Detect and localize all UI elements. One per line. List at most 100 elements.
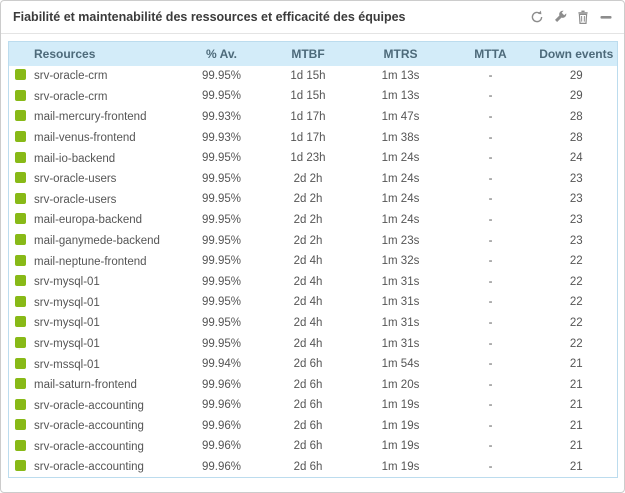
mtrs-value: 1m 19s [355,415,446,437]
down-events-value: 22 [535,271,618,293]
resource-name[interactable]: mail-io-backend [34,152,116,165]
availability-value: 99.95% [182,86,261,107]
status-ok-square-icon [15,378,26,390]
resource-name[interactable]: srv-oracle-crm [34,70,108,83]
mtta-value: - [445,436,536,457]
mtta-value: - [445,250,536,272]
column-header-down-events[interactable]: Down events [535,41,618,66]
availability-value: 99.96% [182,456,261,478]
status-ok-square-icon [15,439,26,451]
mtrs-value: 1m 24s [355,189,446,210]
availability-value: 99.96% [182,415,261,437]
mtbf-value: 2d 4h [260,271,356,293]
status-ok-square-icon [15,357,26,369]
mtta-value: - [445,147,536,169]
table-row[interactable]: srv-oracle-accounting 99.96% 2d 6h 1m 19… [8,395,618,416]
resource-name[interactable]: srv-mssql-01 [34,358,100,371]
mtta-value: - [445,456,536,478]
table-row[interactable]: mail-venus-frontend 99.93% 1d 17h 1m 38s… [8,127,618,148]
column-header-mtrs[interactable]: MTRS [355,41,446,66]
resource-name[interactable]: mail-saturn-frontend [34,379,137,392]
table-row[interactable]: mail-neptune-frontend 99.95% 2d 4h 1m 32… [8,250,618,272]
resource-name[interactable]: srv-oracle-accounting [34,440,144,453]
resource-name[interactable]: srv-mysql-01 [34,317,100,330]
table-row[interactable]: srv-oracle-users 99.95% 2d 2h 1m 24s - 2… [8,189,618,210]
resource-name[interactable]: srv-oracle-accounting [34,399,144,412]
table-row[interactable]: srv-oracle-users 99.95% 2d 2h 1m 24s - 2… [8,168,618,190]
table-row[interactable]: srv-oracle-accounting 99.96% 2d 6h 1m 19… [8,456,618,478]
resource-name[interactable]: srv-oracle-accounting [34,420,144,433]
down-events-value: 22 [535,333,618,354]
table-row[interactable]: mail-europa-backend 99.95% 2d 2h 1m 24s … [8,209,618,231]
mtta-value: - [445,415,536,437]
mtrs-value: 1m 31s [355,271,446,293]
resource-name[interactable]: srv-oracle-users [34,173,117,186]
resource-name[interactable]: srv-oracle-users [34,193,117,206]
down-events-value: 29 [535,65,618,87]
table-row[interactable]: mail-saturn-frontend 99.96% 2d 6h 1m 20s… [8,374,618,395]
table-row[interactable]: srv-mssql-01 99.94% 2d 6h 1m 54s - 21 [8,353,618,375]
mtrs-value: 1m 31s [355,292,446,313]
resource-name[interactable]: mail-venus-frontend [34,132,136,145]
table-row[interactable]: srv-oracle-accounting 99.96% 2d 6h 1m 19… [8,436,618,457]
status-ok-square-icon [15,110,26,122]
table-row[interactable]: srv-mysql-01 99.95% 2d 4h 1m 31s - 22 [8,292,618,313]
table-row[interactable]: mail-ganymede-backend 99.95% 2d 2h 1m 23… [8,230,618,251]
wrench-icon[interactable] [552,9,568,25]
table-row[interactable]: srv-oracle-accounting 99.96% 2d 6h 1m 19… [8,415,618,437]
availability-value: 99.94% [182,353,261,375]
mtrs-value: 1m 31s [355,312,446,334]
mtrs-value: 1m 19s [355,456,446,478]
table-row[interactable]: srv-mysql-01 99.95% 2d 4h 1m 31s - 22 [8,333,618,354]
resource-name[interactable]: srv-mysql-01 [34,296,100,309]
resource-name[interactable]: srv-oracle-accounting [34,461,144,474]
mtbf-value: 1d 15h [260,65,356,87]
table-row[interactable]: srv-oracle-crm 99.95% 1d 15h 1m 13s - 29 [8,86,618,107]
mtrs-value: 1m 38s [355,127,446,148]
mtbf-value: 1d 15h [260,86,356,107]
mtta-value: - [445,395,536,416]
availability-value: 99.96% [182,374,261,395]
widget-header: Fiabilité et maintenabilité des ressourc… [1,1,624,34]
table-row[interactable]: srv-oracle-crm 99.95% 1d 15h 1m 13s - 29 [8,65,618,87]
mtta-value: - [445,65,536,87]
status-ok-square-icon [15,254,26,266]
down-events-value: 22 [535,250,618,272]
table-row[interactable]: mail-io-backend 99.95% 1d 23h 1m 24s - 2… [8,147,618,169]
table-row[interactable]: mail-mercury-frontend 99.93% 1d 17h 1m 4… [8,106,618,128]
resource-name[interactable]: mail-ganymede-backend [34,235,160,248]
mtbf-value: 1d 17h [260,106,356,128]
resource-name[interactable]: mail-mercury-frontend [34,111,147,124]
column-header-mtta[interactable]: MTTA [445,41,536,66]
down-events-value: 21 [535,436,618,457]
resource-name[interactable]: srv-mysql-01 [34,276,100,289]
mtrs-value: 1m 13s [355,86,446,107]
mtbf-value: 2d 6h [260,456,356,478]
trash-icon[interactable] [575,9,591,25]
mtrs-value: 1m 19s [355,395,446,416]
table-row[interactable]: srv-mysql-01 99.95% 2d 4h 1m 31s - 22 [8,312,618,334]
availability-value: 99.93% [182,127,261,148]
collapse-icon[interactable] [598,9,614,25]
mtta-value: - [445,189,536,210]
mtbf-value: 2d 6h [260,415,356,437]
resource-name[interactable]: mail-neptune-frontend [34,255,147,268]
status-ok-square-icon [15,69,26,81]
availability-value: 99.93% [182,106,261,128]
status-ok-square-icon [15,398,26,410]
column-header-resources[interactable]: Resources [8,41,183,66]
down-events-value: 22 [535,312,618,334]
refresh-icon[interactable] [529,9,545,25]
table-row[interactable]: srv-mysql-01 99.95% 2d 4h 1m 31s - 22 [8,271,618,293]
resource-name[interactable]: srv-oracle-crm [34,90,108,103]
resource-name[interactable]: srv-mysql-01 [34,338,100,351]
availability-value: 99.95% [182,230,261,251]
mtta-value: - [445,292,536,313]
resource-name[interactable]: mail-europa-backend [34,214,143,227]
column-header-mtbf[interactable]: MTBF [260,41,356,66]
availability-value: 99.95% [182,168,261,190]
availability-value: 99.95% [182,65,261,87]
column-header-availability[interactable]: % Av. [182,41,261,66]
mtta-value: - [445,353,536,375]
